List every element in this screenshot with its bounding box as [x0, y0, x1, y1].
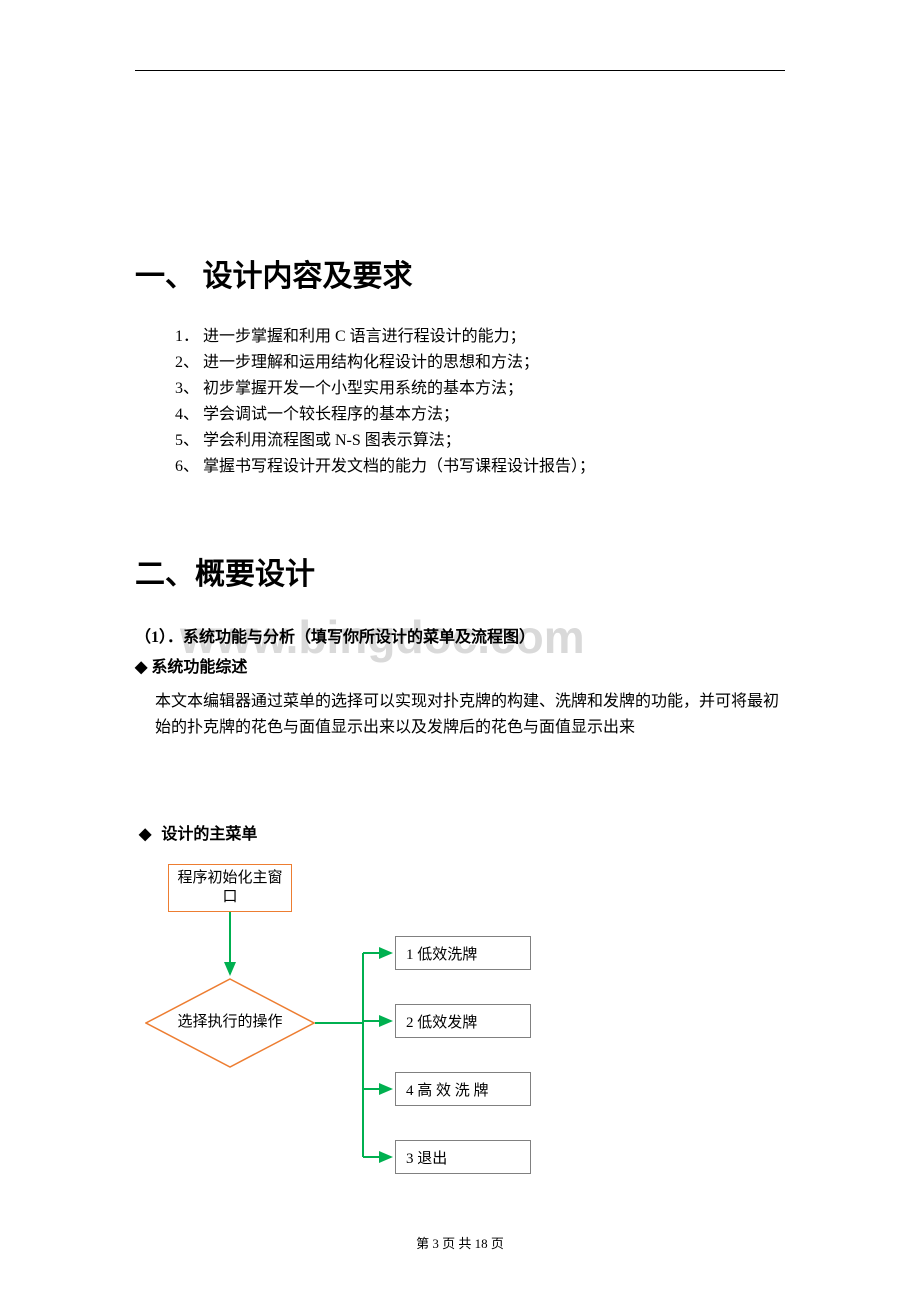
flowchart-decision-label: 选择执行的操作: [177, 1013, 282, 1033]
list-item: 1． 进一步掌握和利用 C 语言进行程设计的能力；: [175, 325, 785, 349]
flowchart: 程序初始化主窗口 选择执行的操作 1 低效洗牌 2 低效发牌 4 高 效 洗 牌: [145, 864, 785, 1194]
flowchart-option-label: 2 低效发牌: [406, 1011, 477, 1032]
flowchart-option-label: 1 低效洗牌: [406, 943, 477, 964]
flowchart-decision: 选择执行的操作: [145, 978, 315, 1068]
flowchart-init-box: 程序初始化主窗口: [168, 864, 292, 912]
list-item: 5、 学会利用流程图或 N-S 图表示算法；: [175, 429, 785, 453]
flowchart-option-3: 4 高 效 洗 牌: [395, 1072, 531, 1106]
flowchart-option-label: 3 退出: [406, 1147, 447, 1168]
subsection-1-title: （1）．系统功能与分析（填写你所设计的菜单及流程图）: [135, 623, 785, 647]
top-horizontal-rule: [135, 70, 785, 71]
summary-paragraph: 本文本编辑器通过菜单的选择可以实现对扑克牌的构建、洗牌和发牌的功能，并可将最初始…: [135, 689, 785, 740]
main-menu-heading: 设计的主菜单: [139, 820, 785, 844]
list-item: 2、 进一步理解和运用结构化程设计的思想和方法；: [175, 351, 785, 375]
flowchart-init-label: 程序初始化主窗口: [173, 869, 287, 908]
section-1-heading: 一、 设计内容及要求: [135, 251, 785, 295]
section-2-heading: 二、概要设计: [135, 549, 785, 593]
page-footer: 第 3 页 共 18 页: [0, 1233, 920, 1252]
list-item: 3、 初步掌握开发一个小型实用系统的基本方法；: [175, 377, 785, 401]
requirements-list: 1． 进一步掌握和利用 C 语言进行程设计的能力； 2、 进一步理解和运用结构化…: [135, 325, 785, 479]
flowchart-option-2: 2 低效发牌: [395, 1004, 531, 1038]
flowchart-option-4: 3 退出: [395, 1140, 531, 1174]
flowchart-option-1: 1 低效洗牌: [395, 936, 531, 970]
list-item: 6、 掌握书写程设计开发文档的能力（书写课程设计报告）；: [175, 455, 785, 479]
list-item: 4、 学会调试一个较长程序的基本方法；: [175, 403, 785, 427]
system-summary-heading: 系统功能综述: [135, 653, 785, 677]
flowchart-option-label: 4 高 效 洗 牌: [406, 1079, 489, 1100]
